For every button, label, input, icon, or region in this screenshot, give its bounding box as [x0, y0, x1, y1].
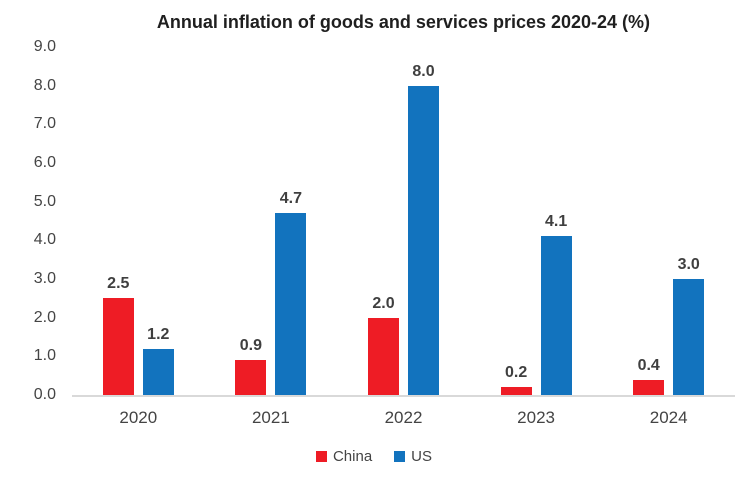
- y-axis-tick-label: 2.0: [33, 308, 56, 326]
- y-axis-tick-label: 3.0: [33, 270, 56, 287]
- bar-us-2022: [408, 85, 439, 395]
- legend-label: US: [411, 447, 433, 465]
- legend: China US: [0, 444, 748, 468]
- value-label-us-2024: 3.0: [677, 256, 700, 273]
- bar-china-2024: [633, 379, 665, 395]
- value-label-china-2024: 0.4: [637, 356, 660, 374]
- bar-china-2023: [500, 387, 532, 395]
- value-label-china-2020: 2.5: [107, 275, 130, 293]
- x-axis-tick-label: 2024: [649, 408, 688, 427]
- legend-swatch-us: [394, 450, 406, 462]
- x-axis-line: [72, 395, 735, 397]
- legend-swatch-china: [315, 450, 327, 462]
- x-axis-tick-label: 2021: [251, 408, 290, 427]
- y-axis-tick-label: 5.0: [33, 192, 56, 210]
- value-label-us-2020: 1.2: [147, 325, 170, 343]
- y-axis-tick-label: 4.0: [33, 231, 56, 249]
- bar-us-2021: [275, 213, 307, 395]
- value-label-us-2023: 4.1: [544, 213, 568, 231]
- bar-us-2020: [142, 348, 174, 395]
- bar-us-2023: [540, 236, 572, 395]
- y-axis-tick-label: 1.0: [33, 347, 56, 365]
- value-label-china-2023: 0.2: [504, 364, 528, 382]
- value-label-china-2021: 0.9: [239, 337, 263, 355]
- x-axis-tick-label: 2023: [517, 408, 556, 427]
- y-axis-tick-label: 8.0: [33, 76, 56, 94]
- legend-item-china: China: [315, 447, 373, 465]
- bar-us-2024: [673, 279, 705, 395]
- legend-label: China: [332, 447, 373, 465]
- y-axis-tick-label: 0.0: [33, 386, 56, 403]
- bar-china-2020: [102, 298, 134, 395]
- y-axis-tick-label: 6.0: [33, 154, 56, 171]
- value-label-us-2022: 8.0: [412, 62, 435, 80]
- y-axis-tick-label: 7.0: [33, 115, 56, 133]
- bar-china-2021: [235, 360, 267, 395]
- y-axis-tick-label: 9.0: [33, 38, 56, 55]
- chart-title: Annual inflation of goods and services p…: [156, 12, 651, 32]
- bar-china-2022: [368, 317, 399, 395]
- value-label-china-2022: 2.0: [372, 294, 395, 312]
- x-axis-tick-label: 2022: [384, 408, 423, 427]
- value-label-us-2021: 4.7: [279, 190, 303, 208]
- legend-item-us: US: [394, 448, 432, 465]
- x-axis-tick-label: 2020: [119, 408, 158, 427]
